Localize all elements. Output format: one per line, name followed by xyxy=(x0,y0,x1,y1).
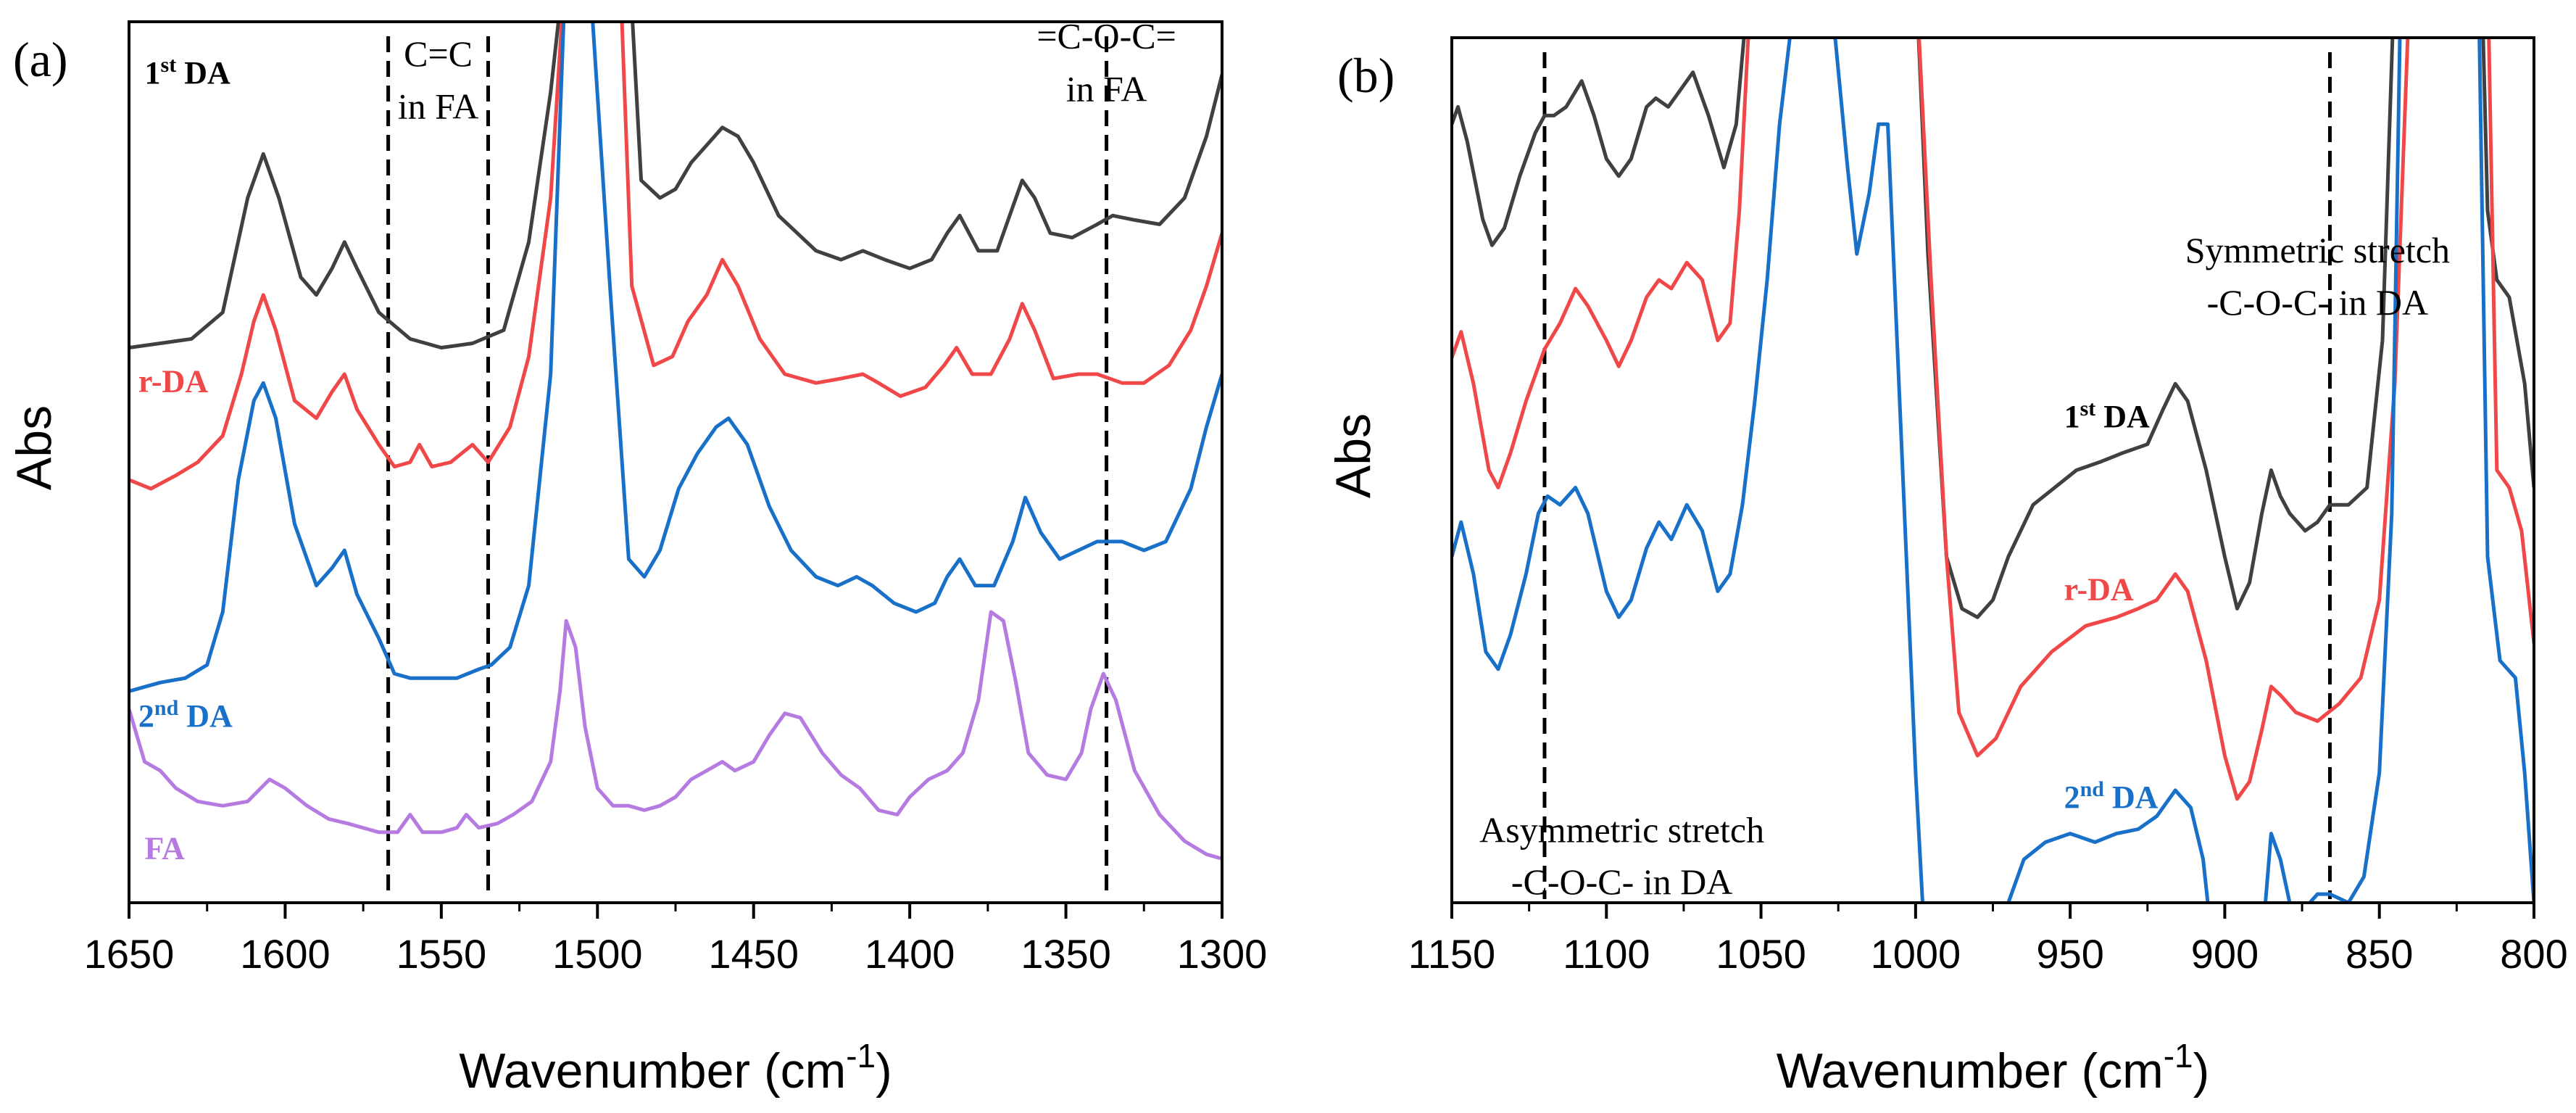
y-axis-title: Abs xyxy=(1326,413,1381,498)
series-label: 1st DA xyxy=(2064,397,2150,434)
series-line-r-da xyxy=(1452,38,2534,801)
x-tick-label: 1300 xyxy=(1177,931,1268,977)
x-tick-label: 1350 xyxy=(1021,931,1111,977)
x-tick-label: 900 xyxy=(2191,931,2259,977)
panel-label: (b) xyxy=(1337,48,1395,103)
x-tick-label: 1050 xyxy=(1716,931,1806,977)
panel-b: 1st DA r-DA 2nd DA Symmetric stretch -C-O-C-… xyxy=(1326,36,2568,1098)
series-label: 2nd DA xyxy=(138,696,233,734)
x-tick-label: 1150 xyxy=(1408,931,1495,977)
series-line-1st-da xyxy=(129,22,1222,349)
plot-area xyxy=(1452,38,2534,903)
plot-area xyxy=(129,22,1222,861)
series-label: FA xyxy=(145,830,186,866)
x-tick-label: 1400 xyxy=(865,931,955,977)
x-tick-label: 850 xyxy=(2346,931,2413,977)
x-tick-label: 950 xyxy=(2036,931,2103,977)
panel-label: (a) xyxy=(13,32,67,87)
series-line-2nd-da xyxy=(129,22,1222,693)
series-line-2nd-da xyxy=(1452,38,2534,903)
plot-frame xyxy=(128,20,1223,904)
x-tick-label: 1600 xyxy=(240,931,331,977)
annotation-text: Symmetric stretch xyxy=(2185,230,2450,270)
annotation-text: C=C xyxy=(404,33,473,74)
series-label: 2nd DA xyxy=(2064,777,2159,815)
series-line-fa xyxy=(129,610,1222,861)
series-line-1st-da xyxy=(1452,38,2534,619)
x-tick-label: 1550 xyxy=(396,931,487,977)
x-tick-label: 1450 xyxy=(708,931,799,977)
x-tick-label: 1100 xyxy=(1563,931,1650,977)
series-label: 1st DA xyxy=(145,53,230,91)
annotation-text: -C-O-C- in DA xyxy=(2207,282,2429,323)
y-axis-title: Abs xyxy=(7,405,62,490)
x-tick-label: 1650 xyxy=(84,931,175,977)
annotation-text: in FA xyxy=(398,86,479,127)
annotation-text: Asymmetric stretch xyxy=(1479,809,1764,850)
annotation-text: -C-O-C- in DA xyxy=(1511,861,1733,902)
x-tick-label: 1000 xyxy=(1871,931,1961,977)
series-line-r-da xyxy=(129,22,1222,491)
series-label: r-DA xyxy=(138,363,208,399)
annotation-text: in FA xyxy=(1066,68,1147,109)
x-tick-label: 1500 xyxy=(552,931,643,977)
series-label: r-DA xyxy=(2064,571,2134,607)
x-tick-label: 800 xyxy=(2500,931,2567,977)
x-axis-title: Wavenumber (cm-1) xyxy=(459,1037,892,1098)
x-axis-title: Wavenumber (cm-1) xyxy=(1777,1037,2210,1098)
